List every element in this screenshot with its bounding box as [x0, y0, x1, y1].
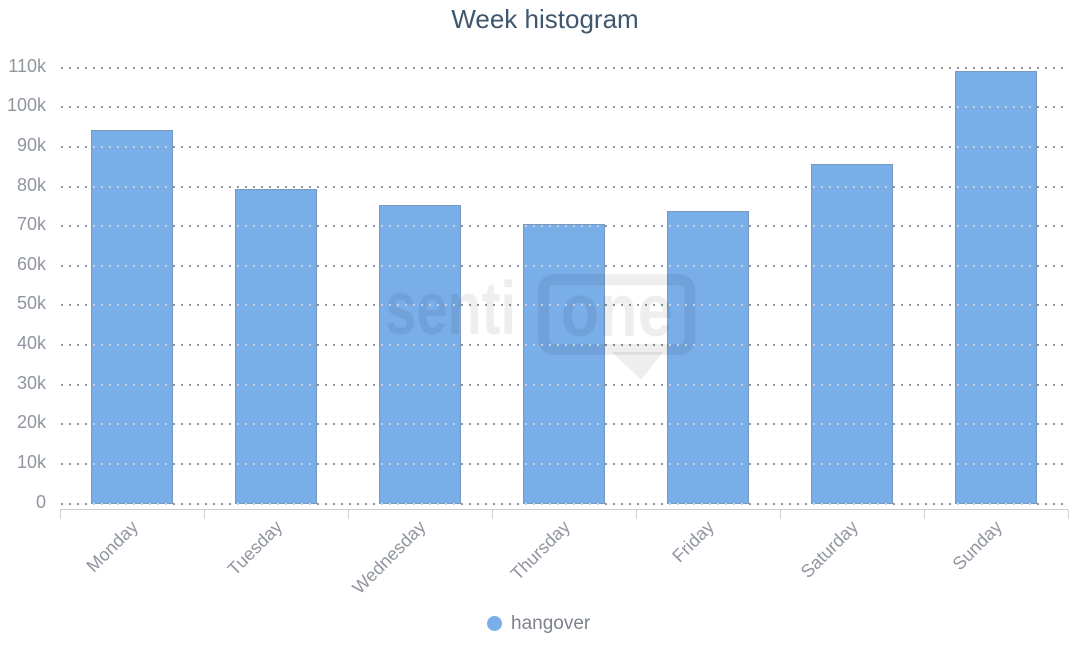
svg-text:senti: senti [385, 266, 516, 350]
svg-text:one: one [561, 268, 673, 352]
